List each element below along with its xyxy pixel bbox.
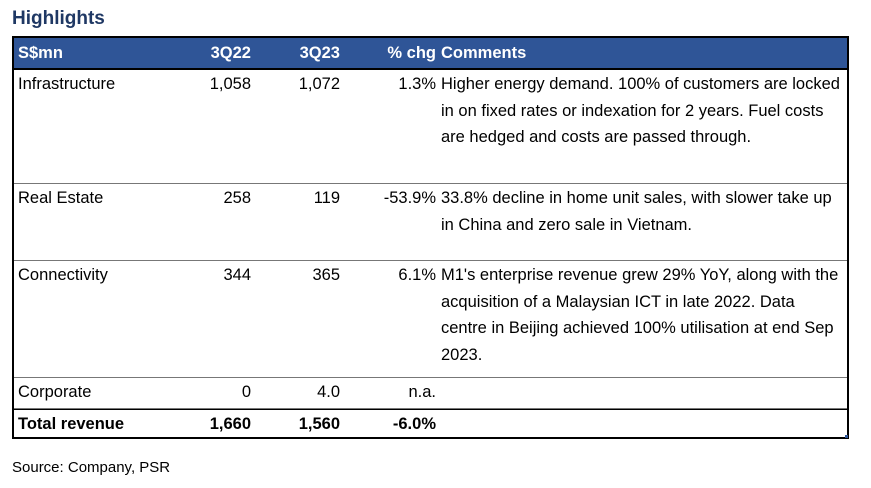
row-3q23: 119: [313, 189, 340, 207]
header-segment: S$mn: [18, 43, 63, 62]
total-row: Total revenue 1,660 1,560 -6.0%: [14, 409, 847, 437]
row-segment: Real Estate: [18, 189, 104, 207]
total-pct-chg: -6.0%: [392, 415, 436, 433]
row-pct-chg: n.a.: [408, 383, 436, 401]
row-3q23: 365: [312, 266, 340, 284]
header-3q22: 3Q22: [210, 43, 251, 62]
row-segment: Corporate: [18, 383, 92, 401]
row-pct-chg: 1.3%: [398, 75, 436, 93]
row-comment: M1's enterprise revenue grew 29% YoY, al…: [441, 266, 839, 364]
row-comment: Higher energy demand. 100% of customers …: [441, 75, 840, 146]
highlights-table: S$mn 3Q22 3Q23 % chg Comments Infrastruc…: [12, 36, 849, 439]
table-header: S$mn 3Q22 3Q23 % chg Comments: [14, 38, 847, 70]
row-3q22: 258: [223, 189, 251, 207]
row-3q23: 4.0: [317, 383, 340, 401]
row-comment: 33.8% decline in home unit sales, with s…: [441, 189, 832, 234]
total-comment: [436, 410, 847, 437]
header-comments: Comments: [441, 43, 527, 62]
table-row: Corporate 0 4.0 n.a.: [14, 378, 847, 409]
table-corner-marker: [845, 435, 848, 438]
row-3q22: 344: [223, 266, 251, 284]
total-3q22: 1,660: [209, 415, 251, 433]
header-3q23: 3Q23: [299, 43, 340, 62]
source-note: Source: Company, PSR: [12, 459, 171, 476]
table-row: Infrastructure 1,058 1,072 1.3% Higher e…: [14, 70, 847, 184]
row-pct-chg: -53.9%: [383, 189, 436, 207]
row-segment: Infrastructure: [18, 75, 116, 93]
row-3q23: 1,072: [298, 75, 340, 93]
row-3q22: 0: [241, 383, 251, 401]
row-comment: [436, 378, 847, 408]
header-pct-chg: % chg: [387, 43, 436, 62]
row-3q22: 1,058: [209, 75, 251, 93]
total-3q23: 1,560: [298, 415, 340, 433]
row-pct-chg: 6.1%: [398, 266, 436, 284]
row-segment: Connectivity: [18, 266, 108, 284]
page-title: Highlights: [12, 8, 105, 29]
total-segment: Total revenue: [18, 415, 125, 433]
table-row: Connectivity 344 365 6.1% M1's enterpris…: [14, 261, 847, 378]
table-row: Real Estate 258 119 -53.9% 33.8% decline…: [14, 184, 847, 261]
